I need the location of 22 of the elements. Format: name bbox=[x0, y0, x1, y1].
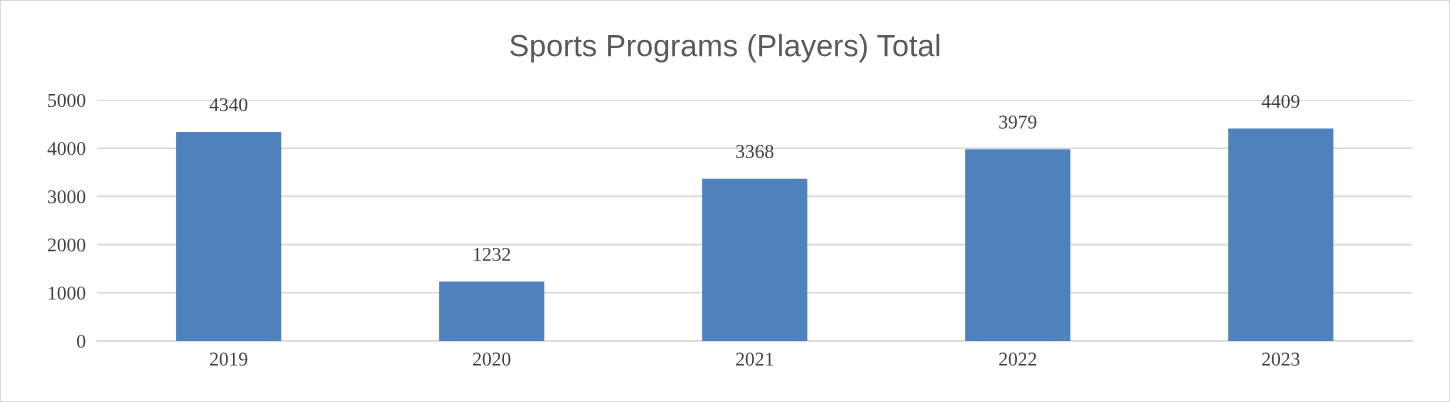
data-label: 1232 bbox=[473, 247, 511, 261]
bar bbox=[176, 131, 282, 341]
data-label: 4340 bbox=[209, 98, 248, 112]
bar bbox=[439, 281, 545, 341]
x-tick-label: 2023 bbox=[1262, 352, 1300, 366]
bar bbox=[1228, 128, 1334, 341]
y-tick-label: 1000 bbox=[48, 286, 86, 300]
y-tick-label: 3000 bbox=[48, 190, 86, 204]
y-tick-label: 0 bbox=[77, 334, 86, 348]
chart-title: Sports Programs (Players) Total bbox=[510, 34, 940, 63]
x-tick-label: 2020 bbox=[473, 352, 511, 366]
y-tick-label: 2000 bbox=[48, 238, 86, 252]
data-label: 3979 bbox=[999, 115, 1037, 129]
x-tick-label: 2021 bbox=[736, 352, 773, 366]
y-tick-label: 5000 bbox=[48, 93, 86, 108]
x-tick-label: 2019 bbox=[210, 352, 248, 366]
bar bbox=[965, 149, 1071, 341]
x-tick-label: 2022 bbox=[999, 352, 1037, 366]
data-label: 3368 bbox=[736, 144, 774, 159]
y-tick-label: 4000 bbox=[47, 142, 86, 156]
data-label: 4409 bbox=[1261, 94, 1300, 108]
bar bbox=[702, 178, 808, 341]
